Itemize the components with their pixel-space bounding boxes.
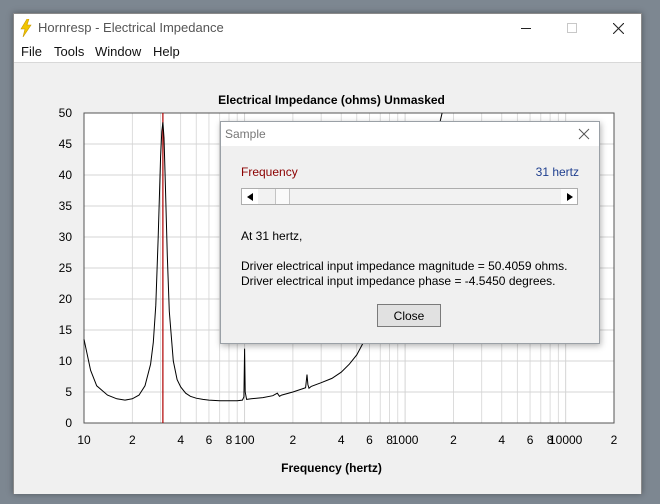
window-title: Hornresp - Electrical Impedance [38,20,224,35]
menu-file[interactable]: File [21,44,42,59]
dialog-title-bar[interactable]: Sample [221,122,599,146]
y-tick-label: 45 [59,137,73,151]
y-tick-label: 40 [59,168,73,182]
minimize-icon [521,28,531,29]
x-tick-label: 8 [386,433,393,447]
menu-bar: File Tools Window Help [14,42,641,62]
x-tick-label: 2 [611,433,618,447]
menu-tools[interactable]: Tools [54,44,85,59]
x-tick-label: 2 [290,433,297,447]
x-tick-label: 8 [547,433,554,447]
x-tick-label: 6 [527,433,534,447]
close-button[interactable]: Close [377,304,441,327]
x-tick-label: 8 [226,433,233,447]
slider-thumb[interactable] [275,189,291,204]
frequency-label: Frequency [241,165,298,179]
dialog-title: Sample [225,127,266,141]
y-tick-label: 50 [59,106,73,120]
x-axis-label: Frequency (hertz) [281,461,382,475]
slider-right-arrow[interactable] [562,189,577,204]
chart-title: Electrical Impedance (ohms) Unmasked [218,93,445,107]
frequency-value: 31 hertz [535,165,579,179]
y-tick-label: 25 [59,261,73,275]
x-tick-label: 1000 [392,433,419,447]
x-tick-label: 100 [235,433,255,447]
x-tick-label: 6 [366,433,373,447]
title-bar[interactable]: Hornresp - Electrical Impedance [14,14,641,42]
arrow-left-icon [246,192,253,201]
maximize-icon [567,23,577,33]
slider-left-arrow[interactable] [242,189,257,204]
arrow-right-icon [566,192,573,201]
sample-dialog: Sample Frequency 31 hertz At 31 he [220,121,600,344]
y-tick-label: 20 [59,292,73,306]
x-tick-label: 4 [498,433,505,447]
menu-window[interactable]: Window [95,44,142,59]
close-icon [612,22,624,34]
x-tick-label: 2 [450,433,457,447]
dialog-close-icon[interactable] [577,127,591,141]
x-tick-label: 2 [129,433,136,447]
slider-track[interactable] [258,189,561,204]
y-tick-label: 0 [65,416,72,430]
lightning-icon [20,19,32,37]
x-tick-label: 10000 [549,433,583,447]
main-window: Hornresp - Electrical Impedance File Too… [13,13,642,494]
x-tick-label: 10 [77,433,91,447]
y-tick-label: 5 [65,385,72,399]
y-tick-label: 15 [59,323,73,337]
chart-area: Electrical Impedance (ohms) Unmasked 0 5 1… [14,62,641,494]
impedance-phase-line: Driver electrical input impedance phase … [241,274,556,288]
menu-help[interactable]: Help [153,44,180,59]
x-tick-label: 4 [177,433,184,447]
close-window-button[interactable] [595,14,641,42]
impedance-magnitude-line: Driver electrical input impedance magnit… [241,259,568,273]
y-tick-label: 10 [59,354,73,368]
x-tick-label: 6 [206,433,213,447]
plot-frame [83,112,615,424]
minimize-button[interactable] [503,14,549,42]
y-tick-label: 35 [59,199,73,213]
x-tick-label: 4 [338,433,345,447]
impedance-curve [83,112,443,402]
frequency-slider[interactable] [241,188,578,205]
maximize-button[interactable] [549,14,595,42]
y-tick-label: 30 [59,230,73,244]
info-frequency-line: At 31 hertz, [241,229,303,243]
